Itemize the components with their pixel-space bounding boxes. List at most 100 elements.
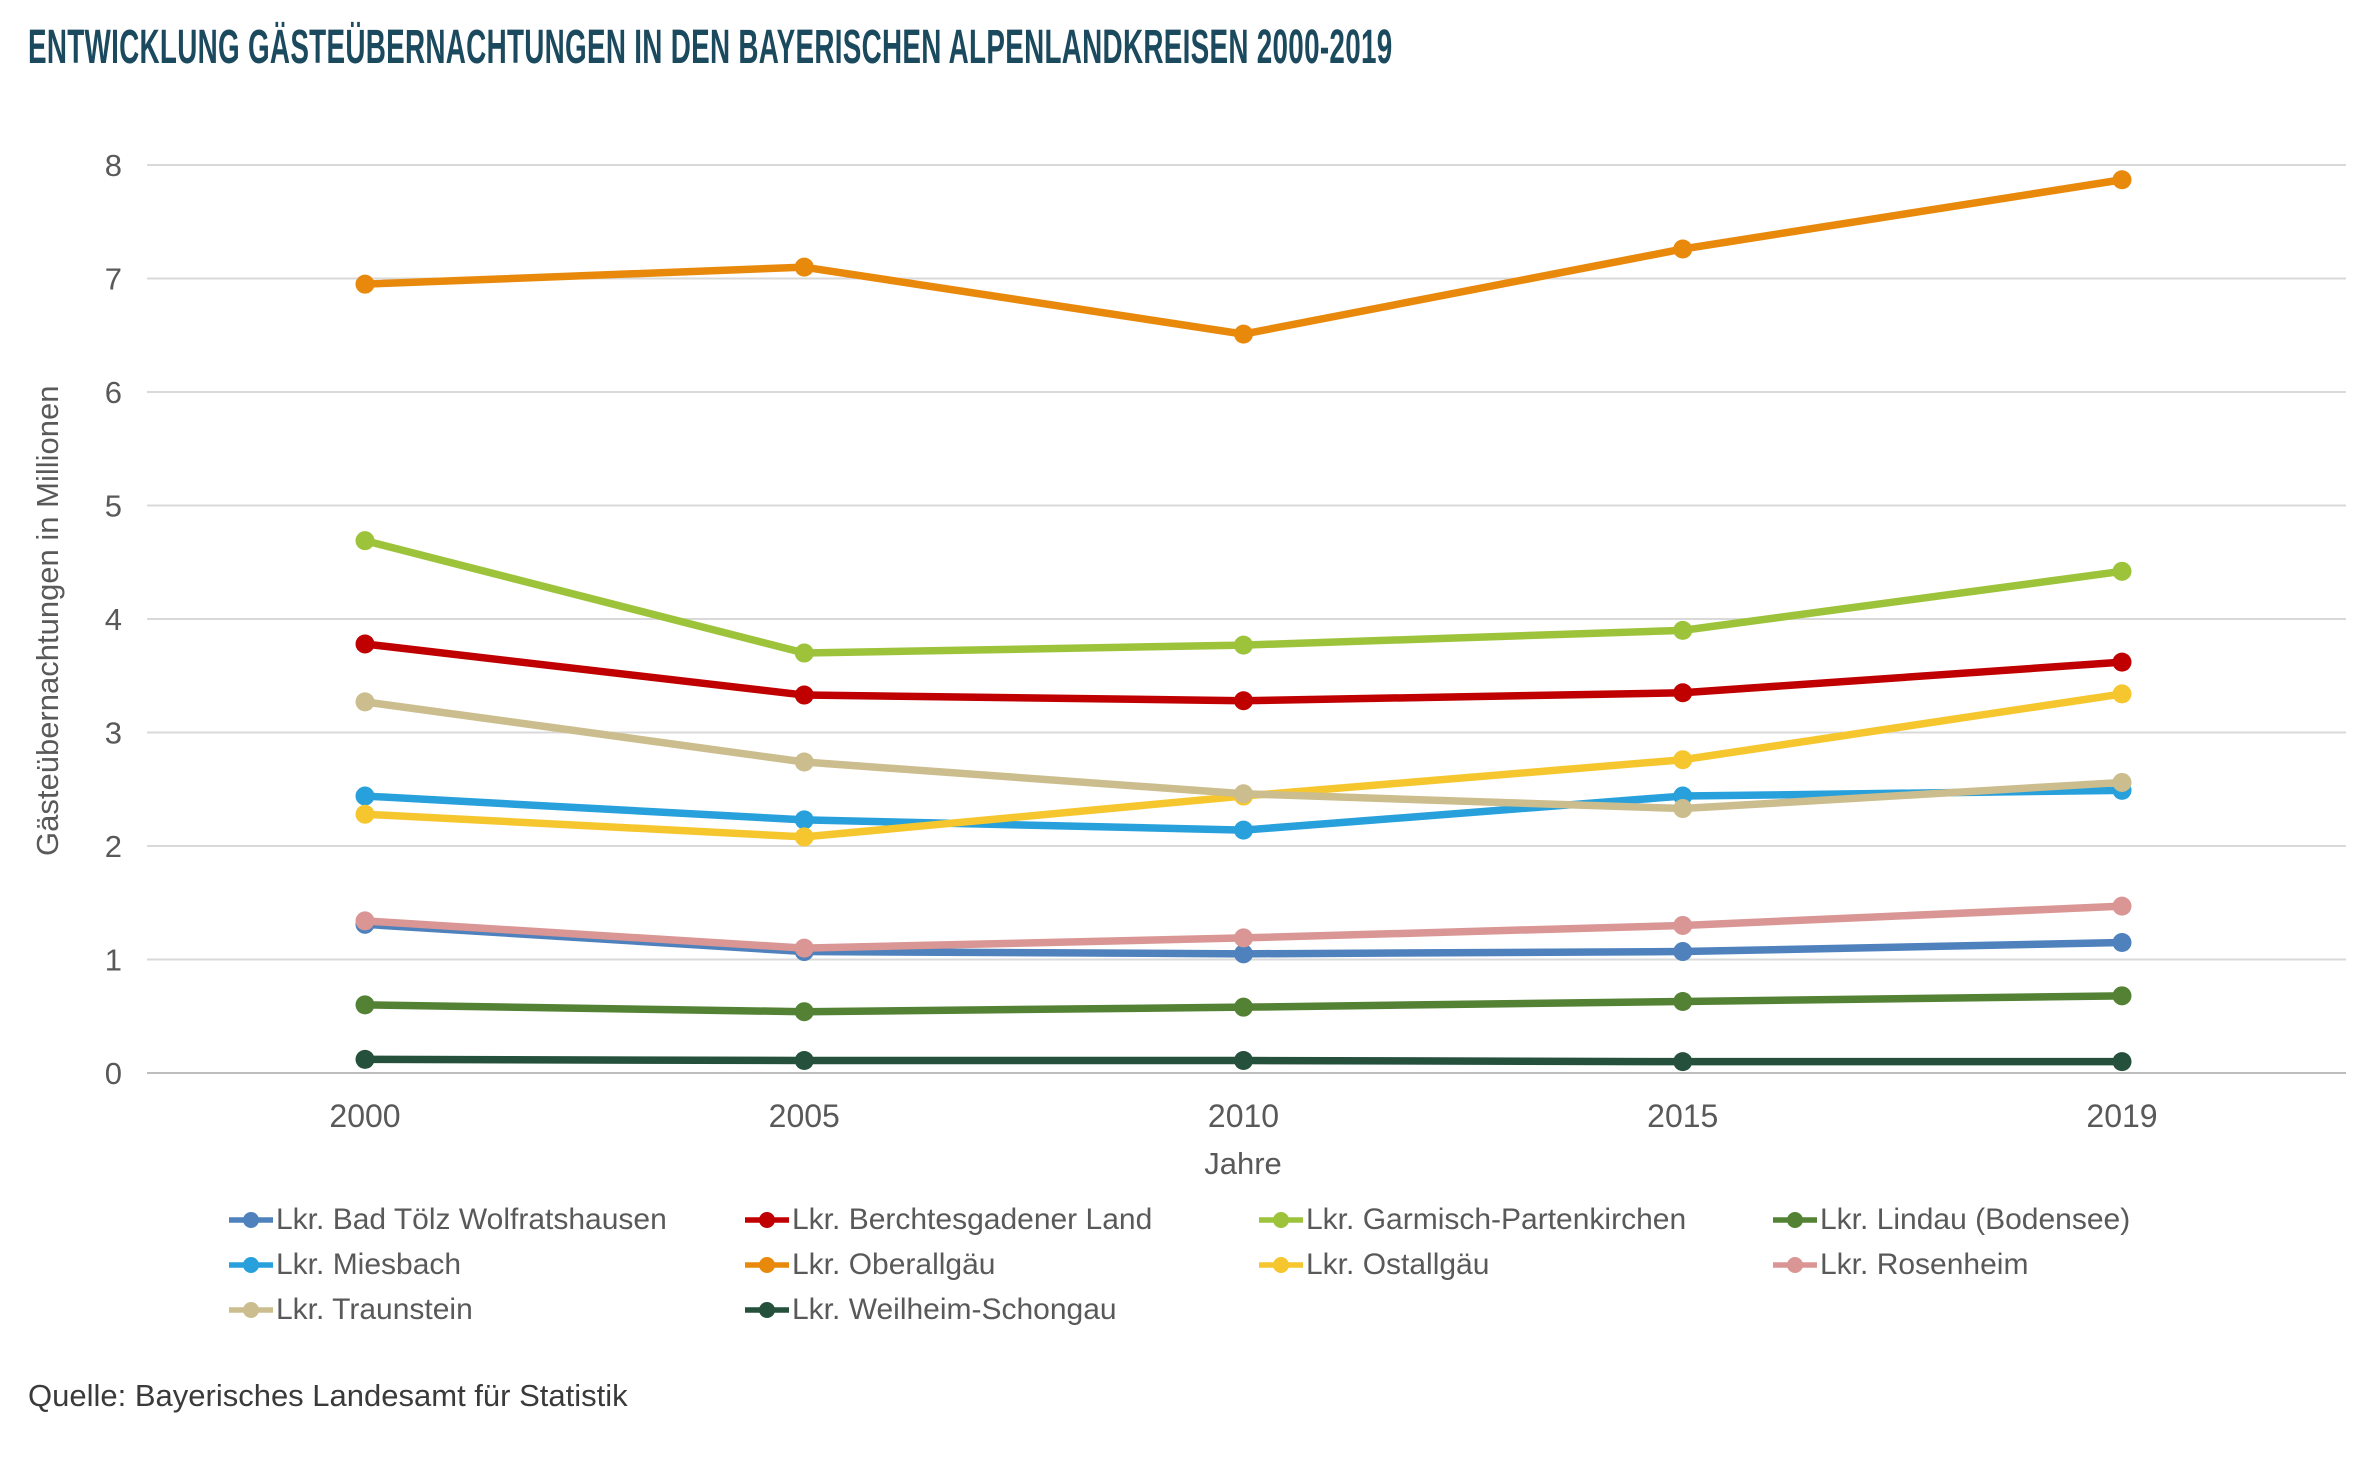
data-point-marker (1673, 991, 1693, 1011)
data-point-marker (2112, 684, 2132, 704)
data-point-marker (2112, 561, 2132, 581)
legend-marker-icon (229, 1212, 273, 1228)
data-point-marker (1234, 1051, 1253, 1071)
legend-item: Lkr. Garmisch-Partenkirchen (1258, 1203, 1772, 1237)
legend-marker-icon (745, 1257, 789, 1273)
series-line (355, 692, 2132, 819)
data-point-marker (1234, 997, 1253, 1017)
y-tick-label: 0 (105, 1056, 122, 1091)
data-point-marker (1234, 944, 1253, 964)
data-point-marker (794, 685, 814, 705)
legend-item: Lkr. Ostallgäu (1258, 1248, 1772, 1282)
y-tick-label: 6 (105, 375, 122, 410)
data-point-marker (355, 995, 375, 1015)
legend-marker-icon (1773, 1212, 1817, 1228)
legend-item: Lkr. Bad Tölz Wolfratshausen (228, 1203, 744, 1237)
data-point-marker (794, 752, 814, 772)
data-point-marker (2112, 772, 2132, 792)
data-point-marker (355, 531, 375, 551)
data-point-marker (1234, 324, 1253, 344)
data-point-marker (355, 804, 375, 824)
series-line (355, 896, 2132, 958)
x-axis-title: Jahre (1204, 1146, 1282, 1181)
data-point-marker (1234, 820, 1253, 840)
data-point-marker (2112, 896, 2132, 916)
x-tick-label: 2019 (2086, 1098, 2157, 1134)
x-tick-label: 2010 (1208, 1098, 1279, 1134)
series-line (355, 170, 2132, 344)
data-point-marker (1234, 691, 1253, 711)
legend-marker-icon (229, 1302, 273, 1318)
data-point-marker (1673, 239, 1693, 259)
y-tick-label: 1 (105, 943, 122, 978)
y-tick-label: 3 (105, 716, 122, 751)
data-point-marker (794, 810, 814, 830)
data-point-marker (794, 1002, 814, 1022)
data-point-marker (355, 692, 375, 712)
x-tick-label: 2015 (1647, 1098, 1718, 1134)
data-point-marker (2112, 932, 2132, 952)
legend-marker-icon (1259, 1212, 1303, 1228)
data-point-marker (1673, 750, 1693, 770)
data-point-marker (1673, 620, 1693, 640)
x-tick-label: 2005 (769, 1098, 840, 1134)
legend-label: Lkr. Weilheim-Schongau (792, 1293, 1117, 1326)
data-point-marker (1673, 1052, 1693, 1072)
data-point-marker (1234, 928, 1253, 948)
y-tick-label: 7 (105, 262, 122, 297)
legend-label: Lkr. Traunstein (276, 1293, 473, 1326)
data-point-marker (794, 1051, 814, 1071)
data-point-marker (355, 634, 375, 654)
data-point-marker (1673, 942, 1693, 962)
series-line (355, 531, 2132, 663)
legend-item: Lkr. Berchtesgadener Land (744, 1203, 1258, 1237)
legend-item: Lkr. Weilheim-Schongau (744, 1293, 1258, 1327)
y-tick-label: 4 (105, 602, 122, 637)
y-tick-label: 2 (105, 829, 122, 864)
y-axis-tick-labels: 0 1 2 3 4 5 6 7 8 (105, 148, 122, 1091)
data-point-marker (355, 911, 375, 931)
legend-item: Lkr. Lindau (Bodensee) (1772, 1203, 2292, 1237)
series-line (355, 986, 2132, 1022)
legend-label: Lkr. Bad Tölz Wolfratshausen (276, 1203, 667, 1236)
data-point-marker (794, 643, 814, 663)
legend-label: Lkr. Lindau (Bodensee) (1820, 1203, 2131, 1236)
legend-item: Lkr. Miesbach (228, 1248, 744, 1282)
data-point-marker (1673, 799, 1693, 819)
data-point-marker (355, 786, 375, 806)
legend-label: Lkr. Berchtesgadener Land (792, 1203, 1153, 1236)
y-tick-label: 8 (105, 148, 122, 183)
legend-marker-icon (1259, 1257, 1303, 1273)
y-axis-title: Gästeübernachtungen in Millionen (30, 385, 65, 856)
data-point-marker (2112, 652, 2132, 672)
data-point-marker (1234, 635, 1253, 655)
x-tick-label: 2000 (329, 1098, 400, 1134)
legend: Lkr. Bad Tölz Wolfratshausen Lkr. Berchte… (228, 1203, 2292, 1327)
data-point-marker (1234, 784, 1253, 804)
legend-item: Lkr. Traunstein (228, 1293, 744, 1327)
legend-label: Lkr. Ostallgäu (1306, 1248, 1490, 1281)
legend-label: Lkr. Rosenheim (1820, 1248, 2029, 1281)
data-point-marker (794, 938, 814, 958)
chart-title: ENTWICKLUNG GÄSTEÜBERNACHTUNGEN IN DEN B… (28, 21, 1393, 74)
legend-label: Lkr. Oberallgäu (792, 1248, 996, 1281)
legend-marker-icon (745, 1302, 789, 1318)
data-point-marker (355, 274, 375, 294)
legend-item: Lkr. Oberallgäu (744, 1248, 1258, 1282)
data-point-marker (2112, 170, 2132, 190)
legend-item: Lkr. Rosenheim (1772, 1248, 2292, 1282)
legend-marker-icon (229, 1257, 273, 1273)
data-point-marker (1673, 915, 1693, 935)
series-line (355, 1049, 2132, 1072)
legend-label: Lkr. Garmisch-Partenkirchen (1306, 1203, 1687, 1236)
source-note: Quelle: Bayerisches Landesamt für Statis… (28, 1378, 628, 1413)
legend-label: Lkr. Miesbach (276, 1248, 462, 1281)
y-tick-label: 5 (105, 489, 122, 524)
data-point-marker (355, 1049, 375, 1069)
legend-marker-icon (745, 1212, 789, 1228)
x-axis-tick-labels: 2000 2005 2010 2015 2019 (329, 1098, 2157, 1134)
series-line (355, 634, 2132, 711)
legend-marker-icon (1773, 1257, 1817, 1273)
